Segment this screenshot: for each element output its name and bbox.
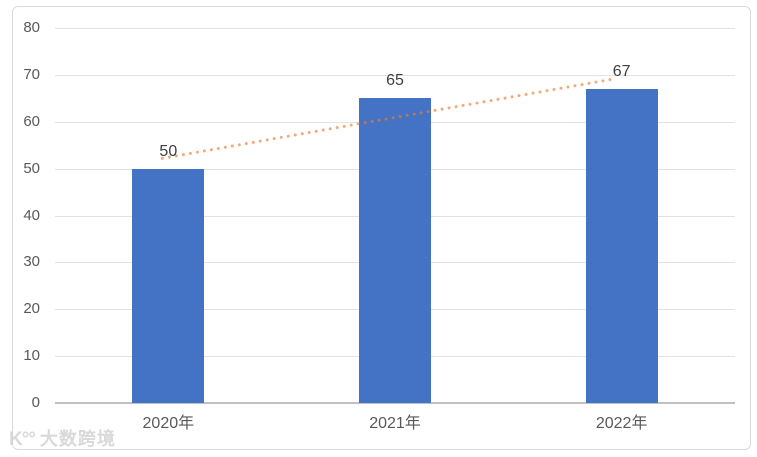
bar-value-label: 65	[386, 72, 404, 90]
y-tick-label: 20	[23, 300, 40, 318]
bar-value-label: 67	[612, 62, 631, 80]
watermark-logo-icon: K°°	[9, 429, 36, 450]
y-tick-label: 30	[23, 253, 40, 271]
bar-2020年	[132, 168, 205, 403]
y-tick-label: 40	[23, 206, 40, 224]
watermark-text: 大数跨境	[39, 429, 116, 449]
x-axis-label: 2021年	[369, 415, 421, 432]
gridline	[55, 74, 735, 76]
gridline	[55, 28, 735, 29]
x-axis-label: 2022年	[595, 415, 648, 432]
watermark: K°° 大数跨境	[9, 425, 116, 451]
x-axis-label: 2020年	[142, 415, 195, 432]
bar-value-label: 50	[159, 142, 178, 160]
bar-2021年	[359, 98, 431, 403]
x-axis-line	[55, 402, 735, 404]
y-tick-label: 50	[23, 159, 40, 177]
bar-2022年	[585, 88, 658, 403]
y-tick-label: 80	[23, 19, 40, 36]
y-tick-label: 60	[23, 112, 40, 130]
y-tick-label: 0	[31, 394, 40, 411]
y-tick-label: 70	[23, 65, 40, 83]
y-tick-label: 10	[23, 347, 40, 365]
